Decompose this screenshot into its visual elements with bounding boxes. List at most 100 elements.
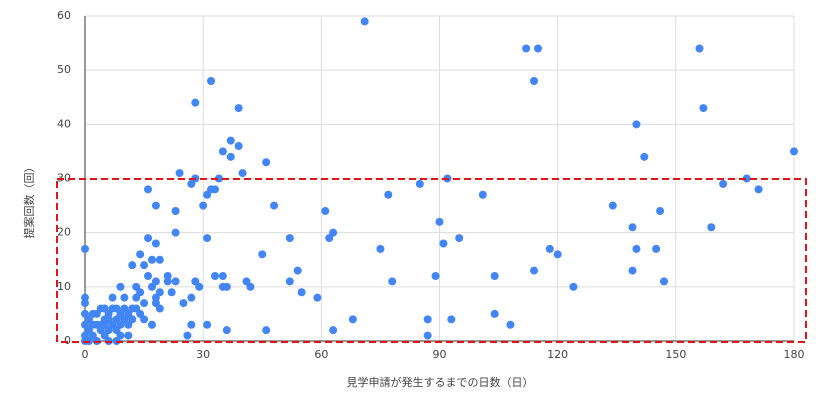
point — [214, 174, 223, 183]
point — [553, 250, 562, 259]
point — [423, 331, 432, 340]
point — [100, 304, 109, 313]
point — [388, 277, 397, 286]
point — [262, 158, 271, 167]
point — [246, 282, 255, 291]
point — [88, 320, 97, 329]
point — [522, 44, 531, 53]
point — [147, 320, 156, 329]
point — [754, 185, 763, 194]
point — [384, 190, 393, 199]
point — [187, 293, 196, 302]
point — [207, 77, 216, 85]
point — [226, 152, 235, 161]
point — [144, 272, 153, 280]
point — [234, 142, 243, 150]
point — [155, 255, 164, 264]
point — [285, 234, 294, 243]
point — [360, 17, 369, 26]
point — [699, 104, 708, 113]
point — [660, 277, 669, 286]
point — [478, 190, 487, 199]
point — [191, 98, 200, 107]
point — [530, 77, 539, 85]
point — [628, 223, 637, 232]
point — [187, 179, 196, 188]
point — [151, 239, 160, 248]
point — [120, 293, 129, 302]
point — [92, 309, 101, 318]
point — [132, 293, 141, 302]
point — [439, 239, 448, 248]
point — [203, 320, 212, 329]
point — [652, 244, 661, 253]
point — [742, 174, 751, 183]
point — [116, 282, 125, 291]
point — [179, 299, 188, 308]
point — [656, 207, 665, 215]
point — [155, 304, 164, 313]
x-axis-label: 見学申請が発生するまでの日数（日） — [347, 375, 534, 389]
point — [108, 293, 117, 302]
point — [348, 315, 357, 324]
point — [435, 217, 444, 226]
point — [790, 147, 798, 156]
point — [124, 331, 133, 340]
point — [128, 304, 137, 313]
x-tick-label: 0 — [82, 348, 89, 361]
point — [203, 190, 212, 199]
point — [151, 201, 160, 210]
point — [144, 185, 153, 194]
highlight-box — [56, 178, 807, 343]
point — [140, 315, 149, 324]
point — [81, 299, 89, 308]
point — [167, 288, 176, 297]
point — [719, 179, 728, 188]
point — [447, 315, 456, 324]
point — [423, 315, 432, 324]
point — [262, 326, 271, 335]
x-tick-label: 60 — [314, 348, 328, 361]
point — [297, 288, 306, 297]
point — [285, 277, 294, 286]
y-tick-label: 20 — [57, 226, 71, 239]
point — [608, 201, 617, 210]
point — [218, 147, 227, 156]
x-tick-label: 120 — [547, 348, 568, 361]
point — [210, 185, 219, 194]
point — [632, 120, 641, 129]
x-tick-label: 180 — [784, 348, 805, 361]
point — [140, 299, 149, 308]
point — [376, 244, 385, 253]
point — [321, 207, 330, 215]
point — [175, 169, 184, 178]
point — [195, 282, 204, 291]
point — [258, 250, 267, 259]
point — [108, 304, 117, 313]
point — [171, 228, 180, 237]
point — [112, 315, 121, 324]
point — [415, 179, 424, 188]
point — [183, 331, 192, 340]
y-axis-label: 提案回数（回） — [22, 162, 36, 239]
point — [226, 136, 235, 145]
point — [490, 309, 499, 318]
point — [632, 244, 641, 253]
point — [533, 44, 542, 53]
point — [187, 320, 196, 329]
point — [171, 277, 180, 286]
point — [163, 277, 172, 286]
y-tick-label: 60 — [57, 9, 71, 22]
point — [222, 326, 231, 335]
point — [147, 282, 156, 291]
point — [695, 44, 704, 53]
point — [218, 272, 227, 280]
y-tick-label: 10 — [57, 280, 71, 293]
point — [329, 326, 338, 335]
point — [210, 272, 219, 280]
point — [147, 255, 156, 264]
point — [707, 223, 716, 232]
point — [222, 282, 231, 291]
